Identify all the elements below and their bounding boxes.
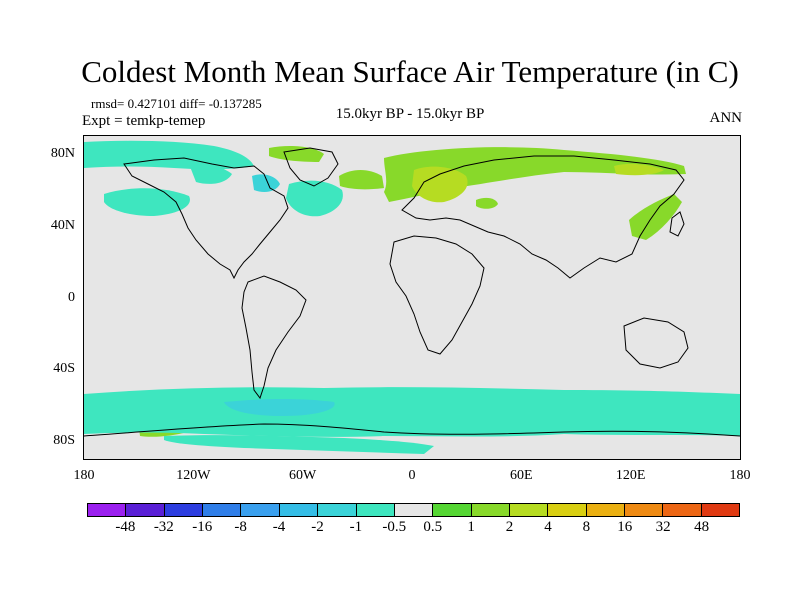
- colorbar-swatch: [88, 504, 127, 516]
- colorbar-label: -4: [272, 519, 286, 535]
- colorbar-swatch: [509, 504, 549, 516]
- colorbar-swatch: [279, 504, 319, 516]
- colorbar-label: 8: [582, 519, 591, 535]
- colorbar-label: 48: [694, 519, 710, 535]
- coastline-eurasia: [401, 155, 685, 279]
- cool-anomaly-north-atlantic: [286, 180, 343, 217]
- colorbar-swatch: [625, 504, 664, 516]
- colorbar-label: -8: [234, 519, 247, 535]
- cool-anomaly-southern-ocean: [84, 387, 740, 437]
- lat-tick-label: 0: [68, 289, 75, 305]
- period-text: 15.0kyr BP - 15.0kyr BP: [335, 106, 485, 122]
- cool-anomaly-hudson: [252, 174, 280, 192]
- colorbar-swatch: [471, 504, 510, 516]
- colorbar-label: 1: [467, 519, 475, 535]
- coastline-australia: [623, 317, 689, 369]
- coastline-antarctica: [84, 423, 740, 437]
- warm-anomaly-siberia-east: [614, 163, 664, 176]
- colorbar-label: -32: [153, 519, 174, 535]
- lon-tick-label: 120W: [176, 468, 211, 483]
- lat-tick-label: 40N: [50, 217, 75, 233]
- warm-anomaly-greenland-sea: [339, 170, 384, 190]
- colorbar-label: 4: [544, 519, 552, 535]
- colorbar-swatch: [663, 504, 702, 516]
- coastline-south-america: [241, 275, 307, 400]
- lon-tick-label: 0: [408, 468, 416, 483]
- colorbar-swatch: [356, 504, 395, 516]
- colorbar-swatch: [241, 504, 280, 516]
- colorbar-swatch: [701, 504, 740, 516]
- warm-anomaly-scandinavia: [412, 166, 468, 203]
- colorbar-swatch: [548, 504, 587, 516]
- warm-anomaly-east-asia: [629, 194, 682, 240]
- map-panel: [83, 135, 741, 460]
- coastline-greenland: [283, 147, 339, 187]
- cool-anomaly-north-pacific: [104, 188, 190, 216]
- experiment-text: Expt = temkp-temep: [82, 113, 206, 129]
- coastline-japan: [669, 211, 685, 237]
- lat-tick-label: 80N: [50, 145, 75, 161]
- colorbar-label: 16: [617, 519, 633, 535]
- colorbar-swatch: [586, 504, 626, 516]
- stats-text: rmsd= 0.427101 diff= -0.137285: [91, 96, 262, 111]
- colorbar-swatch: [164, 504, 204, 516]
- map-canvas: [84, 140, 740, 454]
- colorbar-label: -2: [311, 519, 324, 535]
- plot-title: Coldest Month Mean Surface Air Temperatu…: [81, 54, 739, 89]
- lat-tick-label: 80S: [53, 433, 75, 449]
- cool-anomaly-antarctic-margin: [164, 435, 434, 454]
- lon-tick-label: 180: [73, 468, 95, 483]
- colorbar-label: 32: [655, 519, 671, 535]
- colorbar-label: 0.5: [423, 519, 443, 535]
- lat-tick-label: 40S: [53, 361, 75, 377]
- warm-anomaly-greenland-north: [269, 146, 324, 162]
- coastline-africa: [389, 235, 485, 355]
- coastlines: [84, 147, 740, 437]
- colorbar: [87, 503, 740, 517]
- colorbar-swatch: [126, 504, 165, 516]
- colorbar-label: -16: [192, 519, 213, 535]
- colorbar-label: -48: [115, 519, 136, 535]
- lon-tick-label: 60W: [289, 468, 317, 483]
- colorbar-swatch: [203, 504, 242, 516]
- season-label: ANN: [709, 110, 743, 126]
- cool-anomaly-southern-ocean-core: [224, 399, 335, 416]
- lon-tick-label: 120E: [615, 468, 646, 483]
- colorbar-label: 2: [505, 519, 514, 535]
- cool-anomaly-gulf-alaska: [189, 163, 232, 184]
- warm-anomaly-central-asia: [476, 197, 498, 209]
- coastline-north-america: [123, 157, 289, 280]
- colorbar-swatch: [318, 504, 357, 516]
- lon-tick-label: 60E: [510, 468, 533, 483]
- colorbar-swatch: [433, 504, 472, 516]
- warm-anomaly-eurasia-arctic: [384, 147, 686, 202]
- colorbar-swatch: [394, 504, 434, 516]
- lon-tick-label: 180: [729, 468, 751, 483]
- colorbar-label: -1: [349, 519, 363, 535]
- colorbar-label: -0.5: [382, 519, 407, 535]
- cool-anomaly-arctic-canada: [84, 140, 254, 170]
